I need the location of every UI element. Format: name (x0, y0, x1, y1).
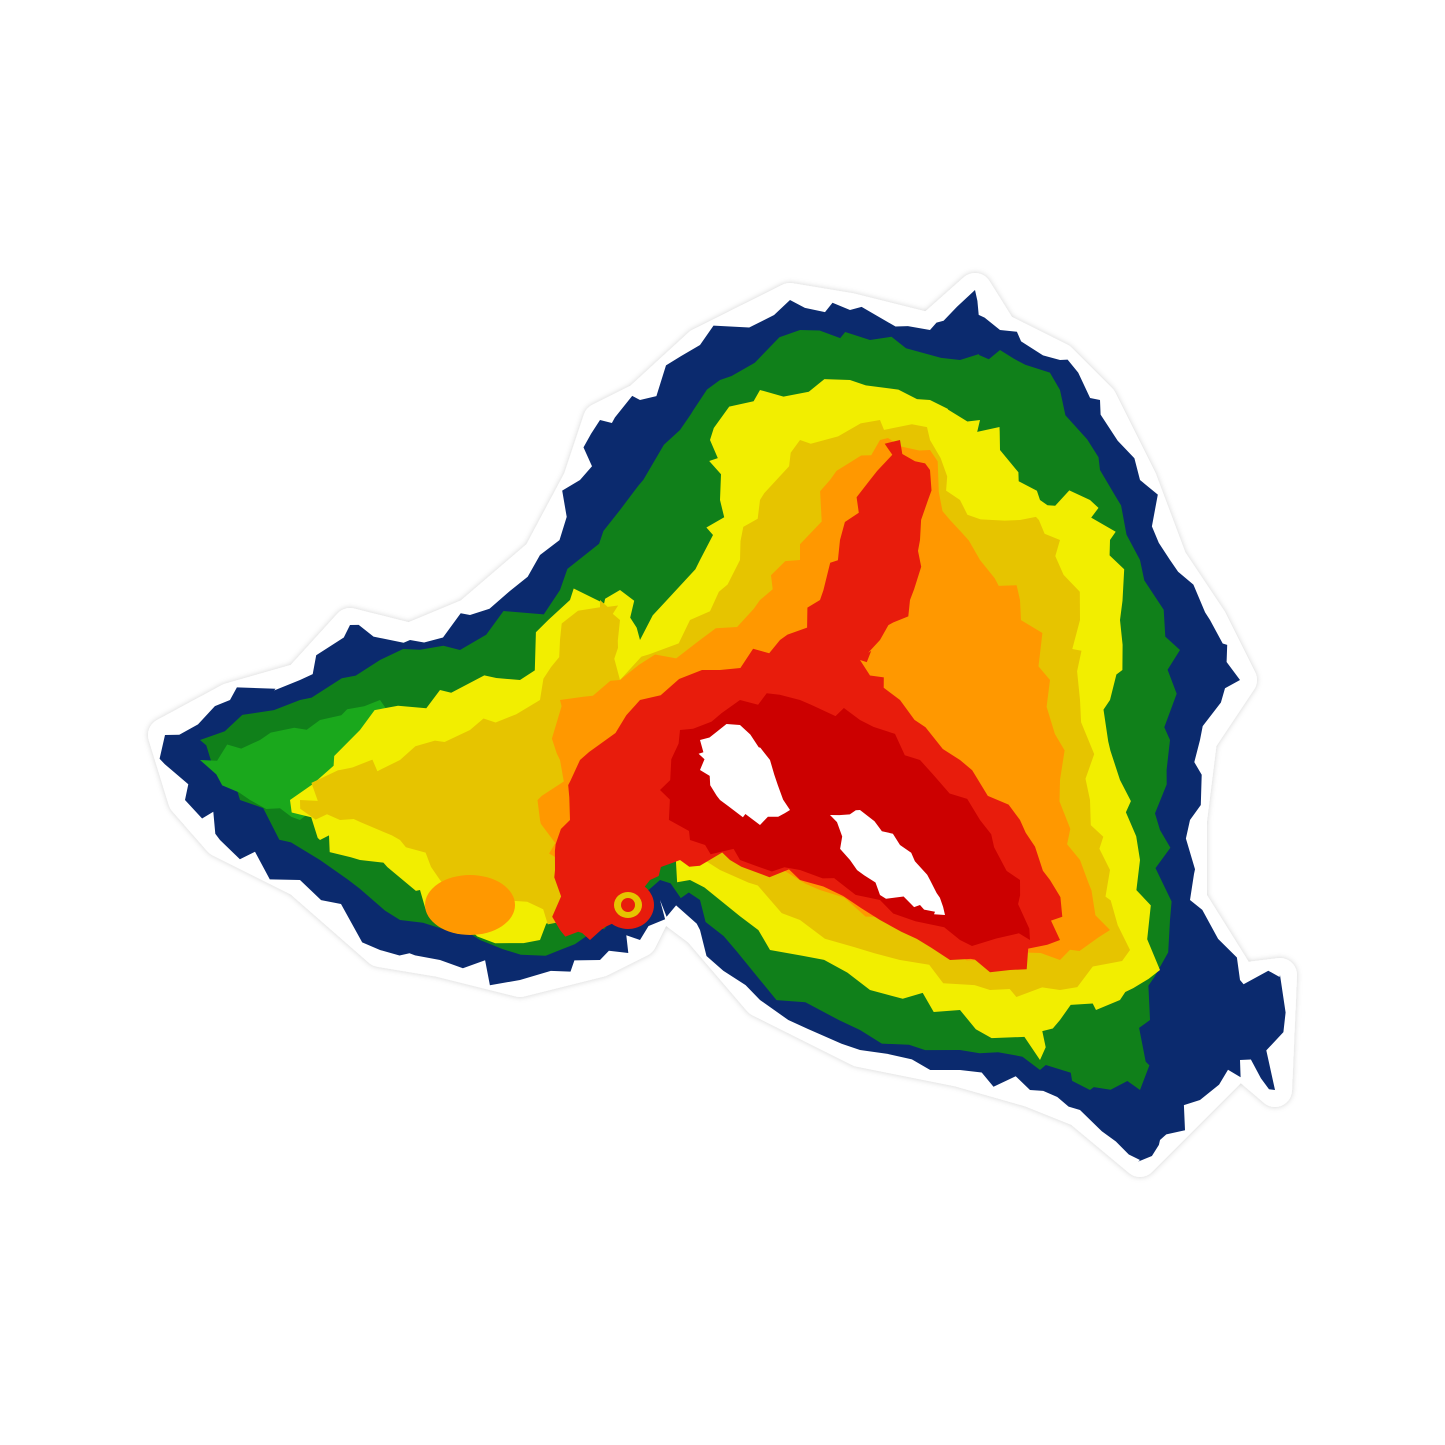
level-9-region-a (698, 724, 790, 825)
hook-echo-eye (621, 898, 635, 912)
level-6-blob (425, 875, 515, 935)
level-9-region-b (830, 810, 945, 915)
